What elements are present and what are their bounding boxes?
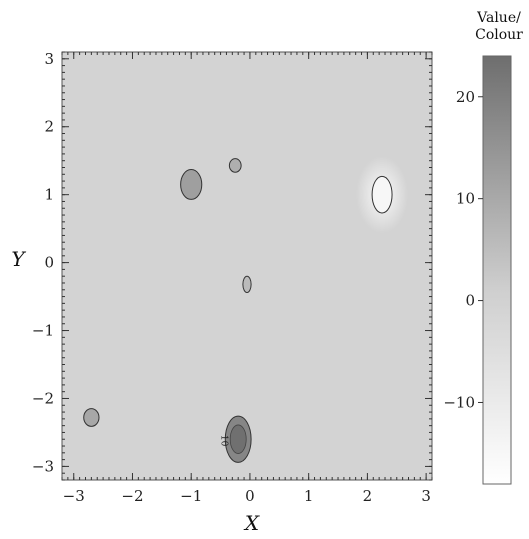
- contour-label: 10: [219, 435, 229, 447]
- x-tick-label: 1: [304, 487, 314, 505]
- colorbar-tick-label: 10: [456, 190, 475, 208]
- plot-area: [61, 51, 433, 481]
- x-tick-label: 2: [363, 487, 373, 505]
- axis-ticks: [61, 51, 433, 481]
- feature-5: [83, 408, 100, 427]
- x-axis-title: X: [243, 511, 260, 535]
- field-layer: 10: [83, 156, 409, 463]
- y-tick-label: −1: [32, 322, 54, 340]
- colorbar-ramp: [482, 55, 512, 485]
- axis-tick-labels: −3 −2 −1 0 1 2 3 −3 −2 −1 0 1 2 3: [32, 50, 431, 505]
- y-tick-label: 3: [44, 50, 54, 68]
- y-tick-label: −3: [32, 457, 54, 475]
- y-tick-label: −2: [32, 389, 54, 407]
- feature-1: [180, 169, 203, 200]
- x-tick-label: −2: [121, 487, 143, 505]
- feature-4: [242, 275, 252, 293]
- colorbar-title-line-2: Colour: [475, 27, 523, 43]
- feature-inner-contour: [229, 424, 247, 454]
- x-tick-label: −1: [180, 487, 202, 505]
- colorbar-ticks: 20 10 0 −10: [443, 88, 483, 411]
- y-tick-label: 2: [44, 118, 54, 136]
- colorbar-tick-label: 20: [456, 88, 475, 106]
- y-tick-label: 0: [44, 254, 54, 272]
- x-tick-label: 3: [421, 487, 431, 505]
- x-tick-label: −3: [63, 487, 85, 505]
- colorbar-tick-label: 0: [465, 292, 475, 310]
- feature-2: [228, 158, 242, 173]
- y-axis-title: Y: [11, 247, 26, 271]
- x-tick-label: 0: [245, 487, 255, 505]
- colorbar-title-line-1: Value/: [476, 10, 521, 26]
- feature-3: [371, 175, 393, 214]
- y-tick-label: 1: [44, 186, 54, 204]
- colorbar-tick-label: −10: [443, 393, 475, 411]
- colorbar: Value/ Colour 20 10 0 −10: [443, 10, 523, 485]
